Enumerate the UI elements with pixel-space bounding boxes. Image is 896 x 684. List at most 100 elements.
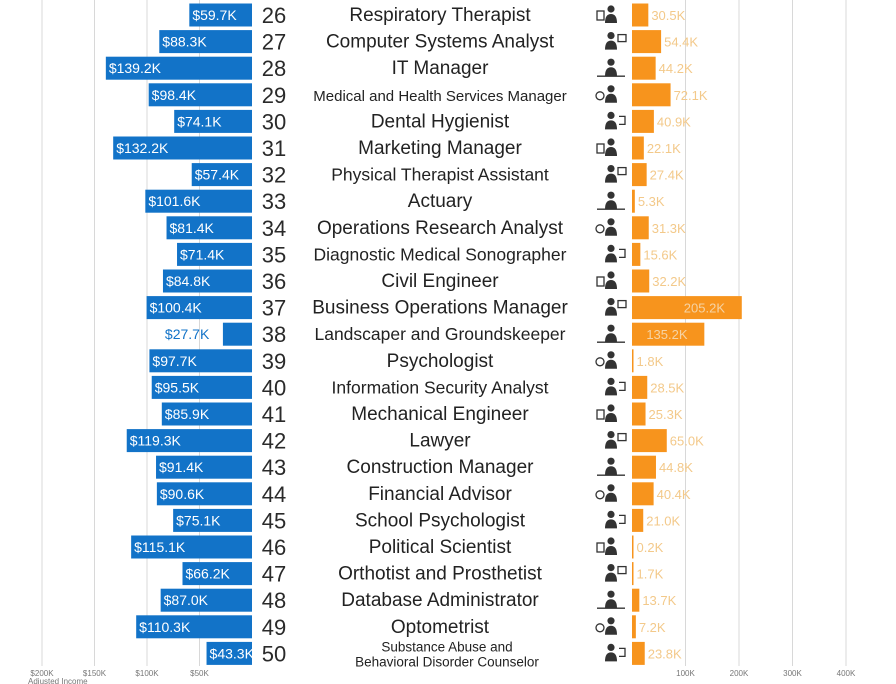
salary-label: $91.4K (159, 459, 204, 475)
salary-label: $57.4K (195, 167, 240, 183)
rank-label: 43 (262, 455, 286, 480)
hardhat-person-icon (596, 404, 617, 422)
job-title: Optometrist (391, 617, 490, 638)
rank-label: 46 (262, 535, 286, 560)
growth-bar (632, 322, 705, 346)
engineer-icon (596, 271, 617, 289)
salary-bar (160, 588, 252, 612)
rank-label: 39 (262, 349, 286, 374)
job-title: Physical Therapist Assistant (331, 165, 549, 185)
rank-label: 38 (262, 322, 286, 347)
analyst-screen-icon (595, 218, 617, 236)
growth-label: 21.0K (646, 513, 680, 528)
presentation-icon (596, 138, 617, 156)
rank-label: 40 (262, 375, 286, 400)
salary-label: $81.4K (170, 220, 215, 236)
growth-bar (632, 296, 742, 320)
growth-label: 1.8K (637, 354, 664, 369)
security-screen-icon (605, 377, 626, 396)
salary-label: $43.3K (210, 645, 255, 661)
person-laptop-icon (596, 5, 617, 23)
job-title: Marketing Manager (358, 138, 522, 159)
smile-icon (605, 111, 626, 130)
growth-label: 30.5K (651, 8, 685, 23)
growth-bars: 30.5K 54.4K 44.2K 72.1K 40.9K 22.1K 27.4K 5.3K 3… (632, 3, 742, 665)
construction-icon (597, 457, 625, 476)
salary-bar (166, 216, 252, 240)
business-people-icon (605, 298, 627, 316)
growth-label: 23.8K (648, 646, 682, 661)
salary-bar (222, 322, 252, 346)
salary-label: $66.2K (185, 566, 230, 582)
growth-bar (632, 615, 636, 639)
therapy-icon (605, 165, 627, 183)
growth-bar (632, 508, 644, 532)
rank-label: 37 (262, 296, 286, 321)
job-title: Medical and Health Services Manager (313, 88, 566, 105)
job-title: Orthotist and Prosthetist (338, 564, 543, 585)
prosthetic-icon (605, 564, 627, 582)
psychologist-icon (595, 351, 617, 369)
growth-label: 31.3K (652, 221, 686, 236)
salary-bar (131, 535, 252, 559)
growth-axis-tick: 300K (783, 669, 802, 678)
salary-axis-tick: $100K (135, 669, 159, 678)
growth-label: 72.1K (674, 88, 708, 103)
rank-label: 36 (262, 269, 286, 294)
salary-bar (126, 429, 252, 453)
rank-label: 47 (262, 562, 286, 587)
growth-bar (632, 535, 634, 559)
growth-label: 32.2K (652, 274, 686, 289)
salary-label: $110.3K (139, 619, 191, 635)
growth-bar (632, 588, 640, 612)
growth-bar (632, 242, 641, 266)
growth-bar (632, 349, 634, 373)
rank-label: 26 (262, 3, 286, 28)
salary-bar (113, 136, 252, 160)
job-icons (595, 5, 627, 662)
growth-bar (632, 269, 650, 293)
salary-label: $95.5K (155, 379, 200, 395)
growth-bar (632, 56, 656, 80)
sonograph-icon (605, 244, 626, 263)
growth-label: 54.4K (664, 35, 698, 50)
growth-bar (632, 402, 646, 426)
job-title: Mechanical Engineer (351, 404, 529, 425)
globe-person-icon (596, 537, 617, 555)
growth-axis-tick: 100K (676, 669, 695, 678)
salary-axis-tick: $150K (83, 669, 107, 678)
growth-label: 40.9K (657, 114, 691, 129)
growth-label: 13.7K (642, 593, 676, 608)
database-icon (597, 590, 625, 609)
salary-label: $87.0K (164, 592, 209, 608)
growth-label: 44.8K (659, 460, 693, 475)
growth-label: 65.0K (670, 434, 704, 449)
growth-label: 135.2K (646, 327, 688, 342)
job-labels: Respiratory Therapist Computer Systems An… (312, 5, 568, 669)
salary-bars: $59.7K $88.3K$139.2K $98.4K $74.1K $132.2K $5… (105, 3, 255, 665)
job-title: Construction Manager (347, 457, 535, 478)
growth-bar (632, 562, 634, 586)
axis-note: Adjusted Income (28, 677, 88, 684)
school-icon (605, 510, 626, 529)
growth-axis-tick: 200K (730, 669, 749, 678)
salary-label: $97.7K (152, 353, 197, 369)
salary-bar (151, 375, 252, 399)
salary-bar (174, 109, 252, 133)
salary-bar (136, 615, 252, 639)
growth-label: 27.4K (650, 168, 684, 183)
growth-bar (632, 136, 644, 160)
salary-bar (173, 508, 252, 532)
rank-label: 28 (262, 56, 286, 81)
growth-bar (632, 455, 656, 479)
rank-label: 49 (262, 615, 286, 640)
glasses-person-icon (595, 617, 617, 635)
growth-label: 1.7K (637, 567, 664, 582)
job-title: IT Manager (392, 58, 489, 79)
job-title: Business Operations Manager (312, 298, 568, 319)
growth-label: 22.1K (647, 141, 681, 156)
job-title: School Psychologist (355, 510, 526, 531)
rank-label: 27 (262, 30, 286, 55)
rank-label: 32 (262, 163, 286, 188)
salary-label: $132.2K (116, 140, 169, 156)
